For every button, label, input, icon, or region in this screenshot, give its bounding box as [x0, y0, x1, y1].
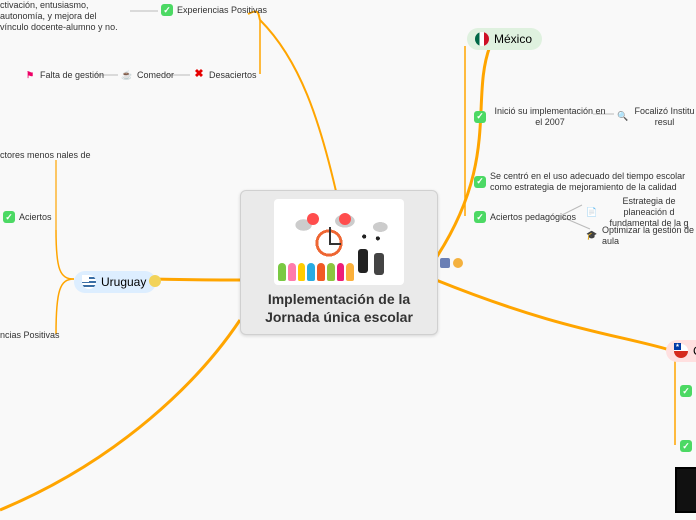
leaf-optimizar-gestion[interactable]: 🎓 Optimizar la gestión de aula: [586, 225, 696, 247]
node-uruguay[interactable]: Uruguay: [74, 271, 156, 293]
leaf-tiempo-escolar[interactable]: ✓ Se centró en el uso adecuado del tiemp…: [474, 171, 696, 193]
check-icon: ✓: [680, 440, 692, 452]
mexico-label: México: [494, 32, 532, 46]
note-icon[interactable]: [453, 258, 463, 268]
leaf-vinculo[interactable]: ctivación, entusiasmo, autonomía, y mejo…: [0, 0, 120, 32]
leaf-estrategia-planeacion[interactable]: 📄 Estrategia de planeación d fundamental…: [586, 196, 696, 228]
uruguay-flag-icon: [82, 275, 96, 289]
leaf-ncias-positivas[interactable]: ncias Positivas: [0, 330, 60, 341]
central-topic[interactable]: Implementación de la Jornada única escol…: [240, 190, 438, 335]
mexico-flag-icon: [475, 32, 489, 46]
leaf-aciertos-pedagogicos[interactable]: ✓ Aciertos pedagógicos: [474, 211, 576, 223]
central-image: [274, 199, 404, 285]
x-icon: ✖: [193, 69, 205, 81]
leaf-aciertos-uy[interactable]: ✓ Aciertos: [3, 211, 52, 223]
dark-thumbnail: [675, 467, 696, 513]
check-icon: ✓: [161, 4, 173, 16]
mindmap-canvas: Implementación de la Jornada única escol…: [0, 0, 696, 520]
cup-icon: ☕: [121, 69, 133, 81]
leaf-experiencias-positivas[interactable]: ✓ Experiencias Positivas: [161, 4, 267, 16]
img-color-blobs: [278, 263, 354, 281]
uruguay-label: Uruguay: [101, 275, 146, 289]
leaf-inicio-2007[interactable]: ✓ Inició su implementación en el 2007: [474, 106, 610, 128]
leaf-comedor[interactable]: ☕ Comedor: [121, 69, 174, 81]
check-icon: ✓: [474, 211, 486, 223]
uruguay-note-icon[interactable]: [149, 275, 161, 287]
leaf-ctores[interactable]: ctores menos nales de: [0, 150, 91, 161]
check-icon: ✓: [680, 385, 692, 397]
flag-icon: ⚑: [24, 69, 36, 81]
lens-icon: 🔍: [617, 111, 629, 123]
check-icon: ✓: [474, 176, 486, 188]
node-chile[interactable]: Cl: [666, 340, 696, 362]
chile-flag-icon: [674, 344, 688, 358]
list-icon[interactable]: [440, 258, 450, 268]
doc-icon: 📄: [586, 206, 598, 218]
central-title: Implementación de la Jornada única escol…: [249, 291, 429, 326]
leaf-desaciertos[interactable]: ✖ Desaciertos: [193, 69, 257, 81]
check-icon: ✓: [3, 211, 15, 223]
leaf-chile-1[interactable]: ✓: [680, 385, 696, 397]
leaf-focalizo[interactable]: 🔍 Focalizó Institu resul: [617, 106, 696, 128]
node-mexico[interactable]: México: [467, 28, 542, 50]
leaf-chile-2[interactable]: ✓ Ac: [680, 440, 696, 452]
leaf-falta-gestion[interactable]: ⚑ Falta de gestión: [24, 69, 104, 81]
check-icon: ✓: [474, 111, 486, 123]
cap-icon: 🎓: [586, 230, 598, 242]
central-side-icons[interactable]: [440, 258, 463, 268]
